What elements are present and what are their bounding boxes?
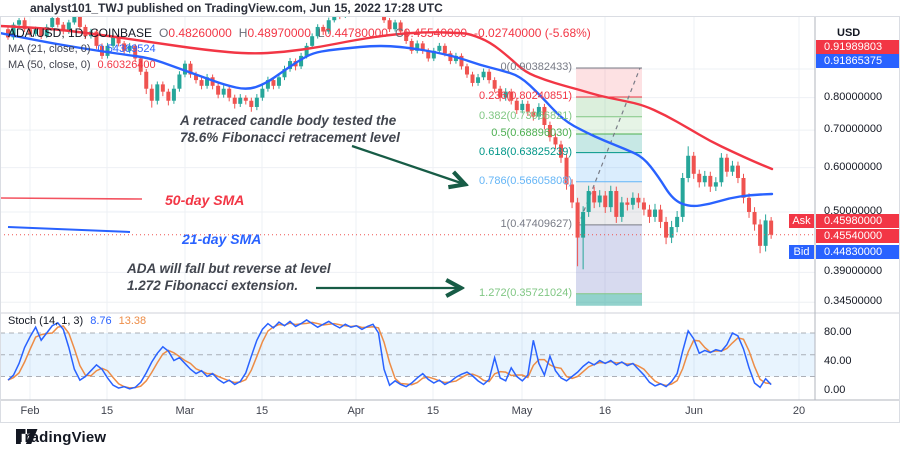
time-tick-label: 15 (426, 405, 440, 417)
time-tick-label: Mar (175, 405, 195, 417)
fib-level-label: 0.236(0.80240851) (479, 89, 572, 102)
ask-label-badge: Ask (789, 214, 814, 228)
price-tick-label: 0.50000000 (824, 204, 883, 217)
legend-open: O0.48260000 (159, 26, 232, 40)
annotation-extension-line2: 1.272 Fibonacci extension. (127, 278, 299, 293)
fib-band (576, 96, 642, 117)
fib-band (576, 152, 642, 182)
legend-high: H0.48970000 (238, 26, 311, 40)
ma50-line[interactable] (0, 24, 774, 171)
publish-title: analyst101_TWJ published on TradingView.… (30, 1, 443, 15)
annotation-extension-line1: ADA will fall but reverse at level (127, 261, 331, 276)
fib-level-label: 0.618(0.63825239) (479, 145, 572, 158)
legend-change: -0.02740000 (-5.68%) (474, 26, 591, 40)
stoch-tick-label: 0.00 (824, 384, 846, 396)
tradingview-logo[interactable]: TradingView (16, 429, 106, 446)
ma50-price-badge: 0.91989803 (816, 40, 899, 54)
legend-close: C0.45540000 (394, 26, 468, 40)
ma50-value: 0.60326400 (97, 59, 156, 71)
ma21-price-badge: 0.91865375 (816, 54, 899, 68)
fib-level-label: 0.786(0.56605808) (479, 174, 572, 187)
last-price-badge: 0.45540000 (816, 229, 899, 243)
fib-reversal-zone (576, 293, 642, 306)
bid-label-badge: Bid (789, 245, 814, 259)
sma21-pointer-line[interactable] (7, 226, 131, 233)
time-tick-label: 15 (100, 405, 114, 417)
stoch-legend[interactable]: Stoch (14, 1, 3) 8.76 13.38 (8, 315, 146, 327)
tradingview-logo-icon (16, 429, 38, 444)
annotation-arrow[interactable] (351, 144, 464, 184)
time-tick-label: Jun (685, 405, 703, 417)
stoch-tick-label: 80.00 (824, 326, 852, 338)
fib-band (576, 224, 642, 294)
fib-level-label: 1(0.47409627) (500, 217, 572, 230)
fib-level-label: 1.272(0.35721024) (479, 286, 572, 299)
time-tick-label: May (511, 405, 533, 417)
annotation-extension-note[interactable]: ADA will fall but reverse at level 1.272… (127, 260, 331, 294)
price-tick-label: 0.39000000 (824, 265, 883, 278)
price-tick-label: 0.34500000 (824, 295, 883, 308)
legend-low: L0.44780000 (317, 26, 388, 40)
ma21-label: MA (21, close, 0) (8, 43, 91, 55)
annotation-retrace-line1: A retraced candle body tested the (180, 113, 397, 128)
ma50-legend-row[interactable]: MA (50, close, 0) 0.60326400 (8, 59, 156, 71)
time-tick-label: 15 (255, 405, 269, 417)
ask-value-badge: 0.45980000 (816, 214, 899, 228)
ma21-value: 0.54389524 (97, 43, 156, 55)
ma21-legend-row[interactable]: MA (21, close, 0) 0.54389524 (8, 43, 156, 55)
time-tick-label: Feb (20, 405, 40, 417)
currency-label: USD (837, 27, 861, 39)
annotation-retrace-note[interactable]: A retraced candle body tested the 78.6% … (180, 112, 400, 146)
time-tick-label: 16 (598, 405, 612, 417)
time-tick-label: Apr (347, 405, 365, 417)
price-tick-label: 0.80000000 (824, 90, 883, 103)
stoch-k-line (7, 319, 772, 390)
fib-level-label: 0.5(0.68896030) (491, 127, 572, 140)
ma50-label: MA (50, close, 0) (8, 59, 91, 71)
ma21-line[interactable] (0, 31, 774, 208)
symbol-legend[interactable]: ADA/USD, 1D, COINBASE O0.48260000 H0.489… (8, 26, 591, 40)
candlestick-series (6, 17, 774, 270)
fib-level-label: 0(0.90382433) (500, 61, 572, 73)
fib-level-label: 0.382(0.73966821) (479, 109, 572, 122)
price-tick-label: 0.70000000 (824, 123, 883, 136)
stoch-k-value: 8.76 (90, 315, 112, 327)
bid-value-badge: 0.44830000 (816, 245, 899, 259)
time-tick-label: 20 (792, 405, 806, 417)
stoch-d-value: 13.38 (118, 315, 147, 327)
tradingview-logo-text: TradingView (16, 429, 107, 446)
fib-band (576, 116, 642, 135)
symbol-name[interactable]: ADA/USD, 1D, COINBASE (8, 26, 153, 40)
stoch-tick-label: 40.00 (824, 355, 852, 367)
sma50-pointer-line[interactable] (0, 197, 143, 200)
price-tick-label: 0.60000000 (824, 160, 883, 173)
annotation-retrace-line2: 78.6% Fibonacci retracement level (180, 130, 400, 145)
sma50-text-label[interactable]: 50-day SMA (165, 192, 245, 208)
sma21-text-label[interactable]: 21-day SMA (182, 231, 262, 247)
stoch-title: Stoch (14, 1, 3) (8, 315, 84, 327)
